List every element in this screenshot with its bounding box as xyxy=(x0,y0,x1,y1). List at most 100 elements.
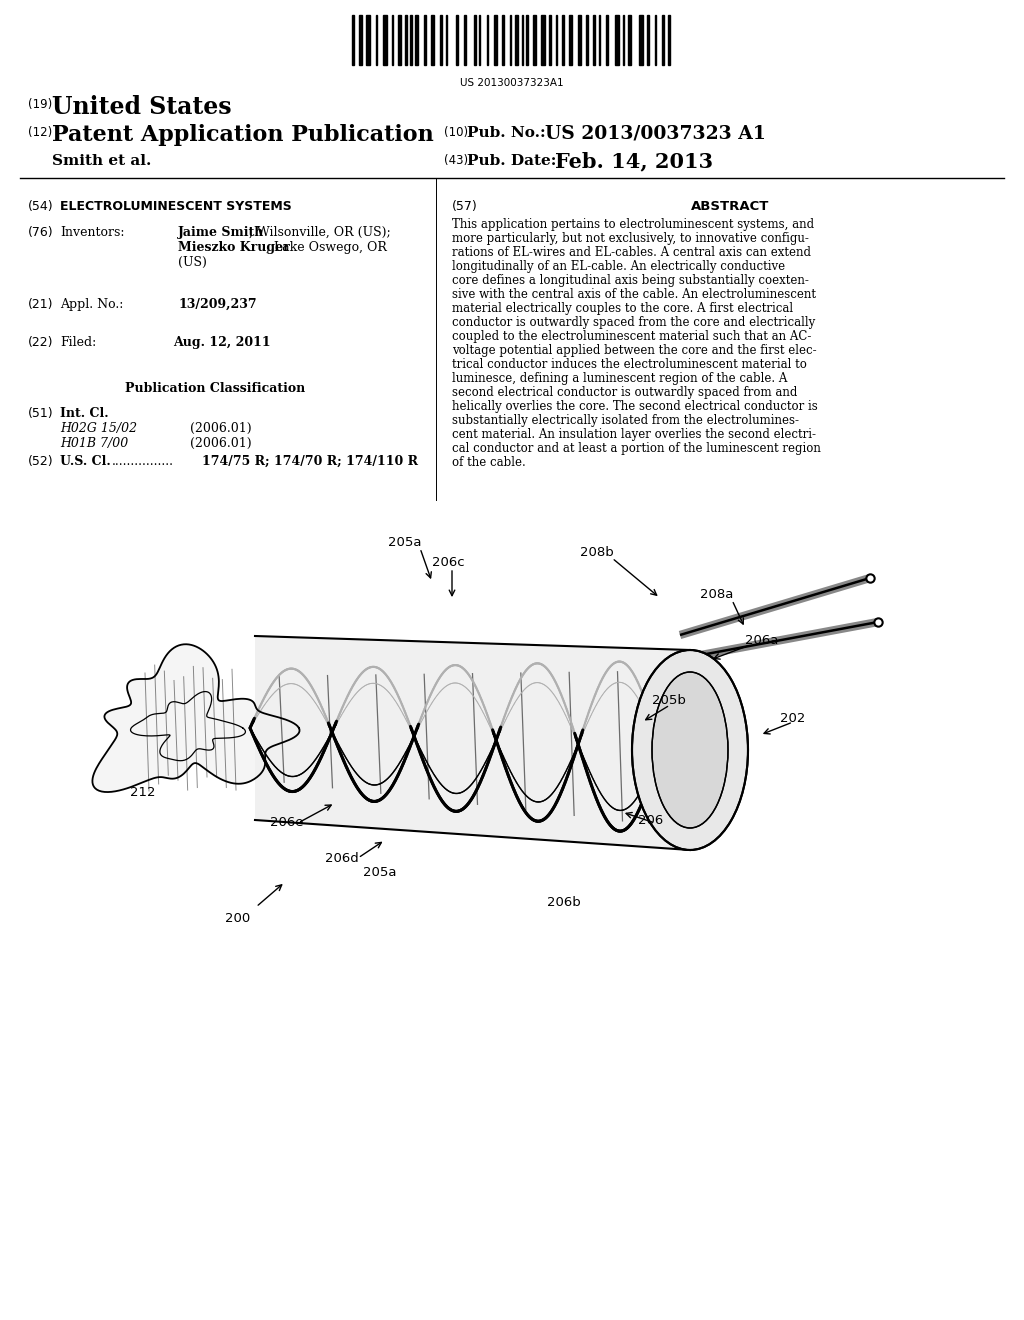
Bar xyxy=(464,15,466,65)
Text: 205b: 205b xyxy=(652,693,686,706)
Bar xyxy=(515,15,518,65)
Polygon shape xyxy=(255,636,748,850)
Text: 202: 202 xyxy=(780,711,805,725)
Text: voltage potential applied between the core and the first elec-: voltage potential applied between the co… xyxy=(452,345,816,356)
Text: (51): (51) xyxy=(28,407,53,420)
Text: (57): (57) xyxy=(452,201,478,213)
Text: sive with the central axis of the cable. An electroluminescent: sive with the central axis of the cable.… xyxy=(452,288,816,301)
Text: 205a: 205a xyxy=(388,536,422,549)
Polygon shape xyxy=(92,644,299,792)
Text: H02G 15/02: H02G 15/02 xyxy=(60,422,137,436)
Text: (12): (12) xyxy=(28,125,52,139)
Text: 206: 206 xyxy=(638,813,664,826)
Bar xyxy=(406,15,407,65)
Text: Mieszko Kruger: Mieszko Kruger xyxy=(178,242,290,253)
Text: ................: ................ xyxy=(112,455,174,469)
Text: cal conductor and at least a portion of the luminescent region: cal conductor and at least a portion of … xyxy=(452,442,821,455)
Text: Publication Classification: Publication Classification xyxy=(125,381,305,395)
Text: (76): (76) xyxy=(28,226,53,239)
Text: , Wilsonville, OR (US);: , Wilsonville, OR (US); xyxy=(249,226,391,239)
Bar xyxy=(606,15,608,65)
Bar xyxy=(502,15,504,65)
Text: (54): (54) xyxy=(28,201,53,213)
Bar xyxy=(615,15,618,65)
Text: 200: 200 xyxy=(225,912,250,924)
Bar xyxy=(662,15,664,65)
Ellipse shape xyxy=(652,672,728,828)
Text: (43): (43) xyxy=(444,154,468,168)
Text: more particularly, but not exclusively, to innovative configu-: more particularly, but not exclusively, … xyxy=(452,232,809,246)
Text: Patent Application Publication: Patent Application Publication xyxy=(52,124,434,147)
Text: 206c: 206c xyxy=(432,557,465,569)
Bar xyxy=(628,15,631,65)
Text: Filed:: Filed: xyxy=(60,337,96,348)
Bar xyxy=(352,15,354,65)
Text: Jaime Smith: Jaime Smith xyxy=(178,226,264,239)
Text: (19): (19) xyxy=(28,98,52,111)
Bar xyxy=(440,15,442,65)
Text: luminesce, defining a luminescent region of the cable. A: luminesce, defining a luminescent region… xyxy=(452,372,787,385)
Bar xyxy=(431,15,434,65)
Text: US 2013/0037323 A1: US 2013/0037323 A1 xyxy=(545,124,766,143)
Text: longitudinally of an EL-cable. An electrically conductive: longitudinally of an EL-cable. An electr… xyxy=(452,260,785,273)
Text: Appl. No.:: Appl. No.: xyxy=(60,298,123,312)
Bar xyxy=(541,15,545,65)
Bar xyxy=(424,15,426,65)
Bar xyxy=(366,15,370,65)
Text: Pub. No.:: Pub. No.: xyxy=(467,125,551,140)
Text: US 20130037323A1: US 20130037323A1 xyxy=(460,78,564,88)
Bar xyxy=(410,15,412,65)
Text: cent material. An insulation layer overlies the second electri-: cent material. An insulation layer overl… xyxy=(452,428,816,441)
Text: 206a: 206a xyxy=(745,634,778,647)
Text: Smith et al.: Smith et al. xyxy=(52,154,152,168)
Text: Inventors:: Inventors: xyxy=(60,226,125,239)
Bar xyxy=(398,15,401,65)
Text: ABSTRACT: ABSTRACT xyxy=(691,201,769,213)
Bar xyxy=(456,15,458,65)
Text: 13/209,237: 13/209,237 xyxy=(178,298,257,312)
Text: 212: 212 xyxy=(130,787,156,800)
Text: substantially electrically isolated from the electrolumines-: substantially electrically isolated from… xyxy=(452,414,799,426)
Bar xyxy=(593,15,595,65)
Text: core defines a longitudinal axis being substantially coexten-: core defines a longitudinal axis being s… xyxy=(452,275,809,286)
Bar xyxy=(494,15,497,65)
Text: (21): (21) xyxy=(28,298,53,312)
Bar xyxy=(647,15,649,65)
Text: This application pertains to electroluminescent systems, and: This application pertains to electrolumi… xyxy=(452,218,814,231)
Text: material electrically couples to the core. A first electrical: material electrically couples to the cor… xyxy=(452,302,794,315)
Text: 208b: 208b xyxy=(580,546,613,560)
Text: United States: United States xyxy=(52,95,231,119)
Text: second electrical conductor is outwardly spaced from and: second electrical conductor is outwardly… xyxy=(452,385,798,399)
Bar xyxy=(534,15,536,65)
Text: Pub. Date:: Pub. Date: xyxy=(467,154,556,168)
Text: Int. Cl.: Int. Cl. xyxy=(60,407,109,420)
Bar xyxy=(526,15,528,65)
Text: 174/75 R; 174/70 R; 174/110 R: 174/75 R; 174/70 R; 174/110 R xyxy=(202,455,418,469)
Text: 208a: 208a xyxy=(700,589,733,602)
Bar xyxy=(668,15,670,65)
Bar xyxy=(578,15,581,65)
Text: rations of EL-wires and EL-cables. A central axis can extend: rations of EL-wires and EL-cables. A cen… xyxy=(452,246,811,259)
Bar xyxy=(562,15,564,65)
Text: (US): (US) xyxy=(178,256,207,269)
Text: (2006.01): (2006.01) xyxy=(190,422,252,436)
Bar xyxy=(474,15,476,65)
Bar xyxy=(639,15,643,65)
Text: 206e: 206e xyxy=(270,817,303,829)
Text: , Lake Oswego, OR: , Lake Oswego, OR xyxy=(266,242,387,253)
Text: (52): (52) xyxy=(28,455,53,469)
Bar xyxy=(359,15,362,65)
Bar xyxy=(586,15,588,65)
Bar xyxy=(415,15,418,65)
Text: 206d: 206d xyxy=(325,851,358,865)
Text: trical conductor induces the electroluminescent material to: trical conductor induces the electrolumi… xyxy=(452,358,807,371)
Text: 205a: 205a xyxy=(362,866,396,879)
Bar xyxy=(569,15,572,65)
Text: helically overlies the core. The second electrical conductor is: helically overlies the core. The second … xyxy=(452,400,818,413)
Text: 206b: 206b xyxy=(547,896,581,909)
Text: (2006.01): (2006.01) xyxy=(190,437,252,450)
Bar xyxy=(549,15,551,65)
Text: (10): (10) xyxy=(444,125,468,139)
Text: H01B 7/00: H01B 7/00 xyxy=(60,437,128,450)
Ellipse shape xyxy=(632,649,748,850)
